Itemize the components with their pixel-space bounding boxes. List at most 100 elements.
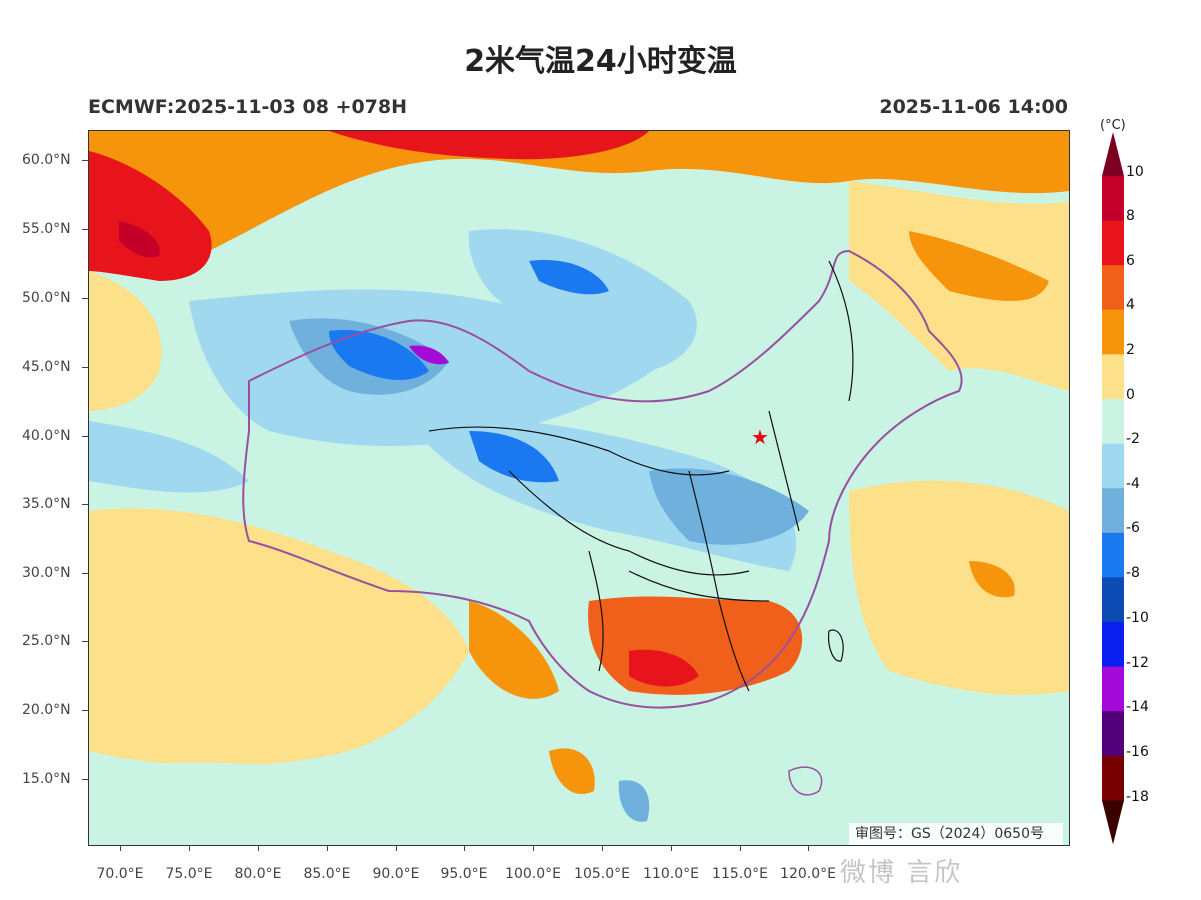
legend-label: 4 xyxy=(1126,297,1135,313)
legend-color-step xyxy=(1102,532,1124,578)
legend-label: -16 xyxy=(1126,744,1149,760)
lat-tick xyxy=(82,367,88,368)
lat-label: 50.0°N xyxy=(22,290,71,306)
lon-tick xyxy=(258,845,259,851)
lon-tick xyxy=(327,845,328,851)
province-border-1 xyxy=(428,426,730,476)
legend-label: 2 xyxy=(1126,342,1135,358)
lat-label: 60.0°N xyxy=(22,152,71,168)
temperature-change-map[interactable] xyxy=(88,130,1070,846)
lon-tick xyxy=(602,845,603,851)
legend-color-step xyxy=(1102,488,1124,534)
cold-spot-mongolia xyxy=(529,260,609,295)
legend-color-step xyxy=(1102,577,1124,623)
legend-color-step xyxy=(1102,711,1124,757)
province-border-5 xyxy=(628,570,770,602)
legend-color-step xyxy=(1102,755,1124,801)
lat-tick xyxy=(82,298,88,299)
lon-label: 120.0°E xyxy=(780,866,836,882)
lon-tick xyxy=(120,845,121,851)
lon-label: 105.0°E xyxy=(574,866,630,882)
lon-tick xyxy=(396,845,397,851)
watermark: 微博 言欣 xyxy=(840,858,963,888)
legend-min-arrow xyxy=(1102,800,1124,845)
legend-label: -18 xyxy=(1126,789,1149,805)
legend-color-step xyxy=(1102,622,1124,668)
lat-tick xyxy=(82,641,88,642)
lon-tick xyxy=(740,845,741,851)
lat-label: 25.0°N xyxy=(22,633,71,649)
lat-label: 55.0°N xyxy=(22,221,71,237)
province-border-3 xyxy=(588,550,604,672)
lat-tick xyxy=(82,436,88,437)
warm-zone-sichuan xyxy=(469,601,559,699)
mild-zone-east-sea xyxy=(849,480,1069,695)
coldest-spot-xinjiang xyxy=(409,345,449,365)
cold-spot-south-sea xyxy=(618,780,650,822)
hot-spot-guangxi xyxy=(629,649,699,687)
lon-tick xyxy=(533,845,534,851)
taiwan-border xyxy=(828,629,844,662)
province-border-7 xyxy=(828,260,854,402)
lon-tick xyxy=(671,845,672,851)
very-hot-spot-northwest xyxy=(119,221,160,258)
mild-zone-west xyxy=(89,271,162,411)
legend-color-step xyxy=(1102,265,1124,311)
lon-label: 80.0°E xyxy=(234,866,282,882)
legend-label: -6 xyxy=(1126,520,1140,536)
lon-label: 75.0°E xyxy=(165,866,213,882)
lat-tick xyxy=(82,779,88,780)
legend-color-step xyxy=(1102,399,1124,445)
legend-label: -4 xyxy=(1126,476,1140,492)
hainan-border xyxy=(788,766,823,796)
beijing-star-icon: ★ xyxy=(751,427,769,449)
legend-label: -8 xyxy=(1126,565,1140,581)
lon-tick xyxy=(808,845,809,851)
province-border-6 xyxy=(768,410,800,532)
color-legend-bar xyxy=(1102,132,1124,845)
legend-color-step xyxy=(1102,220,1124,266)
lon-label: 85.0°E xyxy=(303,866,351,882)
lat-label: 40.0°N xyxy=(22,428,71,444)
lon-tick xyxy=(464,845,465,851)
legend-color-step xyxy=(1102,176,1124,222)
lon-tick xyxy=(189,845,190,851)
legend-max-arrow xyxy=(1102,132,1124,176)
warm-zone-northeast xyxy=(909,231,1049,301)
lat-tick xyxy=(82,160,88,161)
lat-tick xyxy=(82,573,88,574)
lon-label: 110.0°E xyxy=(643,866,699,882)
lat-label: 35.0°N xyxy=(22,496,71,512)
lat-tick xyxy=(82,504,88,505)
lat-label: 45.0°N xyxy=(22,359,71,375)
lon-label: 115.0°E xyxy=(712,866,768,882)
legend-color-step xyxy=(1102,354,1124,400)
colder-zone-east-china xyxy=(649,468,809,545)
map-review-number: 审图号：GS（2024）0650号 xyxy=(849,823,1063,845)
cool-zone-south-sea xyxy=(89,762,1069,845)
warm-zone-north xyxy=(89,131,1069,271)
cold-zone-pamir xyxy=(89,421,249,493)
warm-spot-east-sea xyxy=(969,561,1015,598)
legend-color-step xyxy=(1102,309,1124,355)
legend-label: 6 xyxy=(1126,253,1135,269)
legend-color-step xyxy=(1102,443,1124,489)
cold-core-xinjiang xyxy=(329,330,429,381)
lon-label: 95.0°E xyxy=(440,866,488,882)
lat-label: 15.0°N xyxy=(22,771,71,787)
model-run-label: ECMWF:2025-11-03 08 +078H xyxy=(88,96,408,118)
cold-zone-mongolia xyxy=(468,229,697,371)
hot-zone-northwest xyxy=(89,151,212,281)
warm-spot-indochina xyxy=(549,748,595,795)
country-border xyxy=(242,249,963,709)
lat-label: 30.0°N xyxy=(22,565,71,581)
province-border-2 xyxy=(508,470,750,576)
lon-label: 100.0°E xyxy=(505,866,561,882)
map-canvas xyxy=(89,131,1069,845)
lat-label: 20.0°N xyxy=(22,702,71,718)
mild-zone-south-asia xyxy=(89,508,469,766)
map-title: 2米气温24小时变温 xyxy=(464,44,737,79)
province-border-4 xyxy=(688,470,750,692)
valid-time-label: 2025-11-06 14:00 xyxy=(879,96,1068,118)
lon-label: 90.0°E xyxy=(372,866,420,882)
